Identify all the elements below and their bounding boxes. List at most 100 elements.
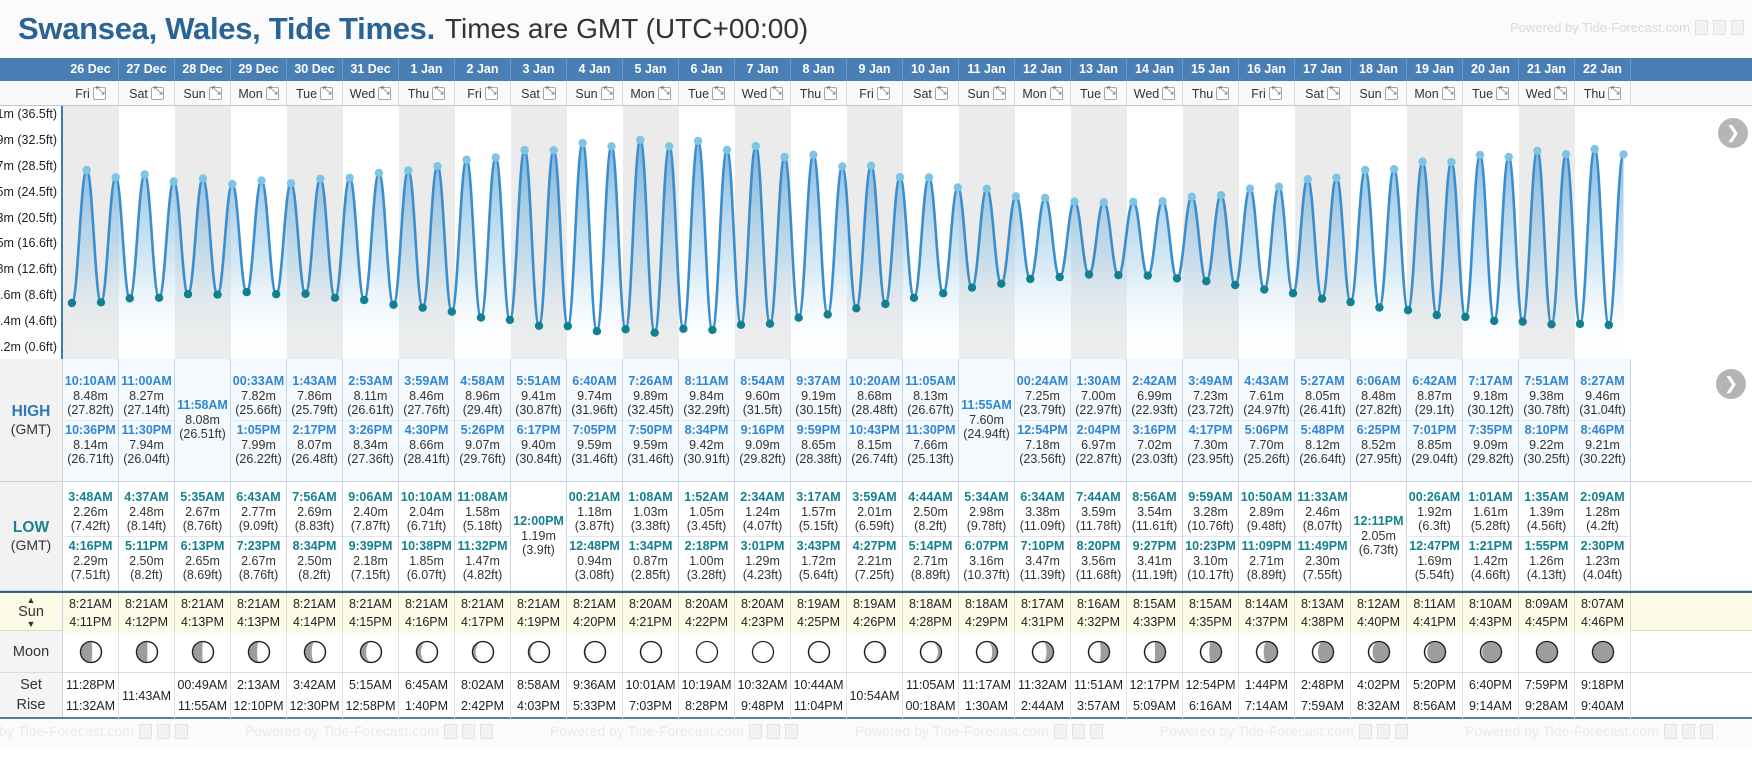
low-tide-metres: 2.48m bbox=[129, 504, 164, 519]
next-page-arrow-icon[interactable]: ❯ bbox=[1718, 118, 1748, 148]
weekday-header-cell[interactable]: Mon bbox=[1015, 81, 1071, 106]
low-tide-column: 7:44AM 3.59m (11.78ft) 8:20PM 3.56m (11.68ft) bbox=[1071, 482, 1126, 590]
low-tide-time: 10:50AM bbox=[1240, 489, 1293, 504]
expand-icon[interactable] bbox=[1268, 87, 1282, 100]
weekday-header-cell[interactable]: Tue bbox=[287, 81, 343, 106]
moon-phase-icon bbox=[919, 640, 942, 664]
moonrise-time: 1:30AM bbox=[964, 699, 1009, 713]
expand-icon[interactable] bbox=[432, 87, 446, 100]
expand-icon[interactable] bbox=[484, 87, 498, 100]
expand-icon[interactable] bbox=[1496, 87, 1510, 100]
high-tide-point bbox=[462, 155, 471, 164]
high-tide-metres: 8.14m bbox=[73, 437, 108, 452]
high-tide-event: 00:24AM 7.25m (23.79ft) bbox=[1015, 372, 1070, 420]
high-tide-time: 12:54PM bbox=[1017, 422, 1068, 437]
expand-icon[interactable] bbox=[1216, 87, 1230, 100]
expand-icon[interactable] bbox=[934, 87, 948, 100]
low-tide-point bbox=[1346, 297, 1355, 307]
tide-curve-svg bbox=[63, 106, 1631, 359]
weekday-header-cell[interactable]: Mon bbox=[623, 81, 679, 106]
expand-icon[interactable] bbox=[92, 87, 106, 100]
low-tide-metres: 2.65m bbox=[185, 553, 220, 568]
sun-cell: 8:09AM 4:45PM bbox=[1519, 593, 1575, 633]
high-tide-point bbox=[404, 166, 413, 175]
weekday-header-cell[interactable]: Tue bbox=[679, 81, 735, 106]
low-tide-event: 9:06AM 2.40m (7.87ft) bbox=[343, 488, 398, 536]
high-tide-event: 10:20AM 8.68m (28.48ft) bbox=[847, 372, 902, 420]
low-tide-time: 9:27PM bbox=[1132, 538, 1177, 553]
expand-icon[interactable] bbox=[1326, 87, 1340, 100]
sunrise-time: 8:09AM bbox=[1524, 597, 1569, 611]
date-header-cell: 5 Jan bbox=[623, 58, 679, 81]
low-tide-metres: 3.10m bbox=[1193, 553, 1228, 568]
weekday-header-cell[interactable]: Wed bbox=[1519, 81, 1575, 106]
weekday-header-cell[interactable]: Tue bbox=[1463, 81, 1519, 106]
expand-icon[interactable] bbox=[992, 87, 1006, 100]
weekday-header-cell[interactable]: Thu bbox=[399, 81, 455, 106]
high-tide-metres: 9.18m bbox=[1473, 388, 1508, 403]
low-tide-feet: (8.2ft) bbox=[914, 518, 947, 533]
footer-watermark: Powered by Tide-Forecast.com bbox=[550, 723, 798, 739]
high-tide-point bbox=[198, 174, 208, 183]
expand-icon[interactable] bbox=[1162, 87, 1176, 100]
expand-icon[interactable] bbox=[265, 87, 279, 100]
weekday-header-cell[interactable]: Sun bbox=[175, 81, 231, 106]
expand-icon[interactable] bbox=[1049, 87, 1063, 100]
date-header-cell: 22 Jan bbox=[1575, 58, 1631, 81]
weekday-header-cell[interactable]: Wed bbox=[1127, 81, 1183, 106]
sunrise-time: 8:19AM bbox=[852, 597, 897, 611]
weekday-header-cell[interactable]: Fri bbox=[847, 81, 903, 106]
weekday-header-cell[interactable]: Mon bbox=[1407, 81, 1463, 106]
low-tide-metres: 2.50m bbox=[297, 553, 332, 568]
weekday-header-cell[interactable]: Sat bbox=[511, 81, 567, 106]
low-tide-cell: 6:43AM 2.77m (9.09ft) 7:23PM 2.67m (8.76ft) bbox=[231, 482, 287, 590]
low-tide-cell: 12:00PM 1.19m (3.9ft) bbox=[511, 482, 567, 590]
expand-icon[interactable] bbox=[1104, 87, 1118, 100]
expand-icon[interactable] bbox=[542, 87, 556, 100]
expand-icon[interactable] bbox=[150, 87, 164, 100]
weekday-header-cell[interactable]: Thu bbox=[1183, 81, 1239, 106]
next-page-arrow-icon-table[interactable]: ❯ bbox=[1716, 369, 1746, 399]
expand-icon[interactable] bbox=[712, 87, 726, 100]
moonset-time: 9:18PM bbox=[1580, 678, 1625, 692]
weekday-header-cell[interactable]: Sat bbox=[903, 81, 959, 106]
high-tide-metres: 7.02m bbox=[1137, 437, 1172, 452]
weekday-header-cell[interactable]: Thu bbox=[791, 81, 847, 106]
expand-icon[interactable] bbox=[378, 87, 392, 100]
expand-icon[interactable] bbox=[1384, 87, 1398, 100]
moon-setrise-cell: 11:28PM 11:32AM bbox=[63, 673, 119, 719]
sunset-time: 4:13PM bbox=[180, 615, 225, 629]
sunset-time: 4:31PM bbox=[1020, 615, 1065, 629]
expand-icon[interactable] bbox=[320, 87, 334, 100]
expand-icon[interactable] bbox=[600, 87, 614, 100]
weekday-header-cell[interactable]: Sat bbox=[119, 81, 175, 106]
moonrise-time: 5:09AM bbox=[1132, 699, 1177, 713]
expand-icon[interactable] bbox=[208, 87, 222, 100]
weekday-header-cell[interactable]: Mon bbox=[231, 81, 287, 106]
high-tide-cell: 1:43AM 7.86m (25.79ft) 2:17PM 8.07m (26.48ft) bbox=[287, 359, 343, 481]
expand-icon[interactable] bbox=[770, 87, 784, 100]
weekday-header-cell[interactable]: Sun bbox=[959, 81, 1015, 106]
weekday-header-cell[interactable]: Wed bbox=[735, 81, 791, 106]
weekday-header-cell[interactable]: Sun bbox=[1351, 81, 1407, 106]
low-tide-point bbox=[621, 325, 630, 334]
weekday-header-cell[interactable]: Sat bbox=[1295, 81, 1351, 106]
high-tide-event: 1:43AM 7.86m (25.79ft) bbox=[287, 372, 342, 420]
expand-icon[interactable] bbox=[824, 87, 838, 100]
weekday-header-cell[interactable]: Thu bbox=[1575, 81, 1631, 106]
weekday-header-cell[interactable]: Wed bbox=[343, 81, 399, 106]
weekday-header-cell[interactable]: Fri bbox=[455, 81, 511, 106]
weekday-header-cell[interactable]: Tue bbox=[1071, 81, 1127, 106]
low-tide-time: 10:10AM bbox=[400, 489, 453, 504]
expand-icon[interactable] bbox=[1554, 87, 1568, 100]
weekday-header-cell[interactable]: Fri bbox=[1239, 81, 1295, 106]
expand-icon[interactable] bbox=[1608, 87, 1622, 100]
low-tide-column: 1:52AM 1.05m (3.45ft) 2:18PM 1.00m (3.28ft) bbox=[679, 482, 734, 590]
high-tide-event: 8:10PM 9.22m (30.25ft) bbox=[1519, 419, 1574, 469]
weekday-header-cell[interactable]: Sun bbox=[567, 81, 623, 106]
weekday-header-cell[interactable]: Fri bbox=[63, 81, 119, 106]
high-tide-metres: 9.59m bbox=[577, 437, 612, 452]
expand-icon[interactable] bbox=[1441, 87, 1455, 100]
expand-icon[interactable] bbox=[657, 87, 671, 100]
expand-icon[interactable] bbox=[876, 87, 890, 100]
